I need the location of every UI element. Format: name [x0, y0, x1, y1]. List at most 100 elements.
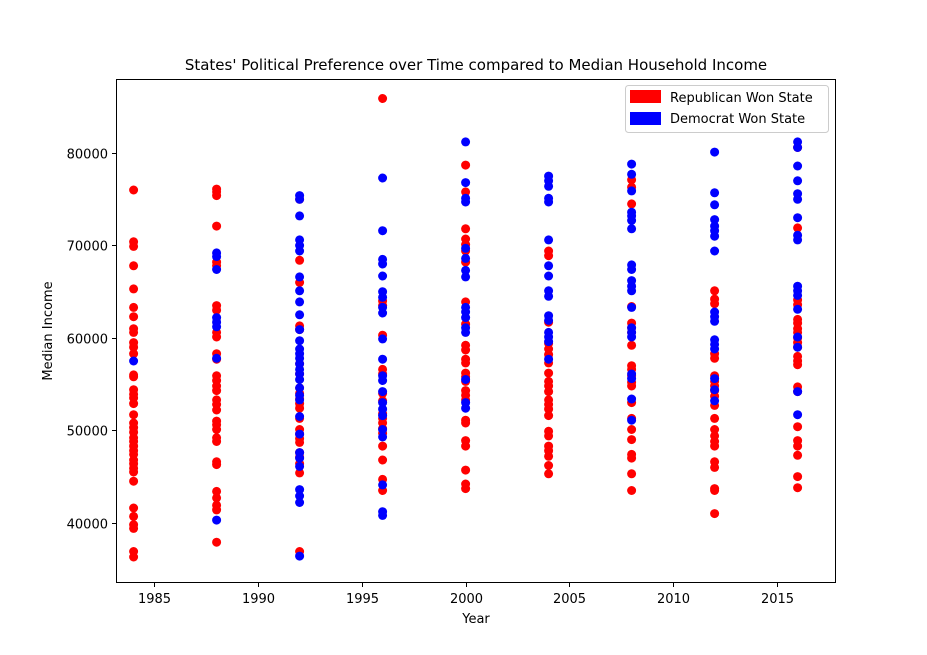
point-democrat: [378, 398, 388, 408]
point-democrat: [378, 510, 388, 520]
point-democrat: [793, 143, 803, 152]
point-democrat: [378, 226, 388, 236]
point-republican: [129, 241, 139, 251]
point-democrat: [793, 342, 803, 352]
point-democrat: [378, 480, 388, 490]
point-democrat: [793, 194, 803, 204]
legend: Republican Won State Democrat Won State: [625, 85, 829, 133]
point-republican: [793, 223, 803, 233]
point-republican: [461, 160, 471, 170]
point-democrat: [295, 211, 305, 221]
point-democrat: [793, 387, 803, 397]
point-republican: [461, 224, 471, 234]
point-democrat: [793, 304, 803, 314]
point-democrat: [710, 246, 720, 256]
point-republican: [627, 340, 637, 350]
point-democrat: [461, 197, 471, 207]
point-democrat: [212, 252, 222, 262]
point-democrat: [295, 336, 305, 346]
point-republican: [212, 191, 222, 201]
point-republican: [129, 467, 139, 477]
point-democrat: [295, 395, 305, 405]
point-democrat: [627, 415, 637, 425]
y-tick-label: 70000: [67, 240, 108, 255]
point-democrat: [129, 356, 139, 366]
point-democrat: [544, 271, 554, 281]
point-republican: [295, 403, 305, 413]
point-republican: [378, 441, 388, 451]
point-democrat: [710, 385, 720, 395]
point-democrat: [710, 200, 720, 210]
point-republican: [129, 327, 139, 337]
point-democrat: [378, 404, 388, 414]
point-democrat: [627, 265, 637, 274]
point-democrat: [461, 272, 471, 282]
point-republican: [129, 284, 139, 294]
point-republican: [627, 199, 637, 209]
point-democrat: [295, 491, 305, 501]
point-republican: [710, 413, 720, 423]
point-democrat: [461, 327, 471, 337]
point-democrat: [627, 186, 637, 196]
point-democrat: [544, 291, 554, 301]
point-republican: [129, 342, 139, 352]
x-tick-label: 2000: [450, 592, 483, 607]
point-republican: [212, 305, 222, 315]
point-republican: [461, 358, 471, 368]
point-republican: [212, 505, 222, 515]
point-democrat: [378, 271, 388, 281]
point-republican: [793, 472, 803, 482]
point-democrat: [295, 412, 305, 421]
point-republican: [627, 435, 637, 445]
point-republican: [212, 437, 222, 446]
point-republican: [129, 511, 139, 521]
point-republican: [212, 486, 222, 496]
point-republican: [544, 451, 554, 461]
point-republican: [461, 441, 471, 451]
x-tick-label: 1995: [346, 592, 379, 607]
x-axis-label: Year: [461, 612, 490, 627]
legend-swatch-republican: [630, 90, 661, 103]
point-republican: [627, 381, 637, 391]
point-republican: [461, 345, 471, 355]
point-republican: [544, 368, 554, 378]
point-democrat: [461, 313, 471, 323]
point-democrat: [627, 332, 637, 342]
point-republican: [710, 462, 720, 472]
point-democrat: [627, 216, 637, 225]
y-axis-label: Median Income: [41, 281, 56, 380]
point-republican: [627, 469, 637, 479]
point-republican: [544, 431, 554, 441]
point-republican: [129, 503, 139, 513]
point-democrat: [793, 213, 803, 223]
point-democrat: [544, 261, 554, 271]
point-democrat: [378, 376, 388, 385]
point-democrat: [378, 292, 388, 302]
point-democrat: [378, 308, 388, 318]
point-democrat: [295, 325, 305, 335]
point-democrat: [627, 159, 637, 169]
point-democrat: [793, 332, 803, 342]
point-republican: [129, 261, 139, 271]
point-republican: [295, 437, 305, 447]
point-republican: [129, 476, 139, 486]
point-republican: [461, 484, 471, 494]
point-republican: [212, 221, 222, 231]
point-republican: [212, 405, 222, 415]
point-republican: [212, 332, 222, 342]
point-republican: [129, 552, 139, 562]
point-democrat: [295, 485, 305, 495]
point-democrat: [378, 334, 388, 344]
x-tick-label: 2015: [761, 592, 794, 607]
point-republican: [627, 425, 637, 434]
point-democrat: [710, 188, 720, 198]
point-republican: [710, 486, 720, 495]
points-layer: [129, 94, 803, 562]
x-tick-label: 1985: [138, 592, 171, 607]
point-republican: [295, 468, 305, 478]
chart-title: States' Political Preference over Time c…: [185, 56, 767, 74]
point-democrat: [295, 246, 305, 256]
point-democrat: [461, 403, 471, 413]
point-democrat: [627, 169, 637, 179]
